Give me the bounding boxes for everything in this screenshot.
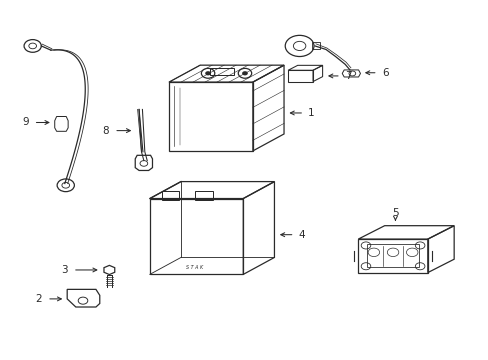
Text: 3: 3 [61,265,68,275]
Text: 2: 2 [36,294,42,304]
Text: 7: 7 [344,71,350,81]
Circle shape [205,71,210,75]
Text: 5: 5 [391,208,398,218]
Text: 8: 8 [102,126,109,136]
Circle shape [242,71,247,75]
Text: 4: 4 [298,230,305,240]
Text: 6: 6 [381,68,388,78]
Text: 1: 1 [307,108,314,118]
Text: 9: 9 [22,117,29,127]
Text: S T A K: S T A K [185,265,203,270]
